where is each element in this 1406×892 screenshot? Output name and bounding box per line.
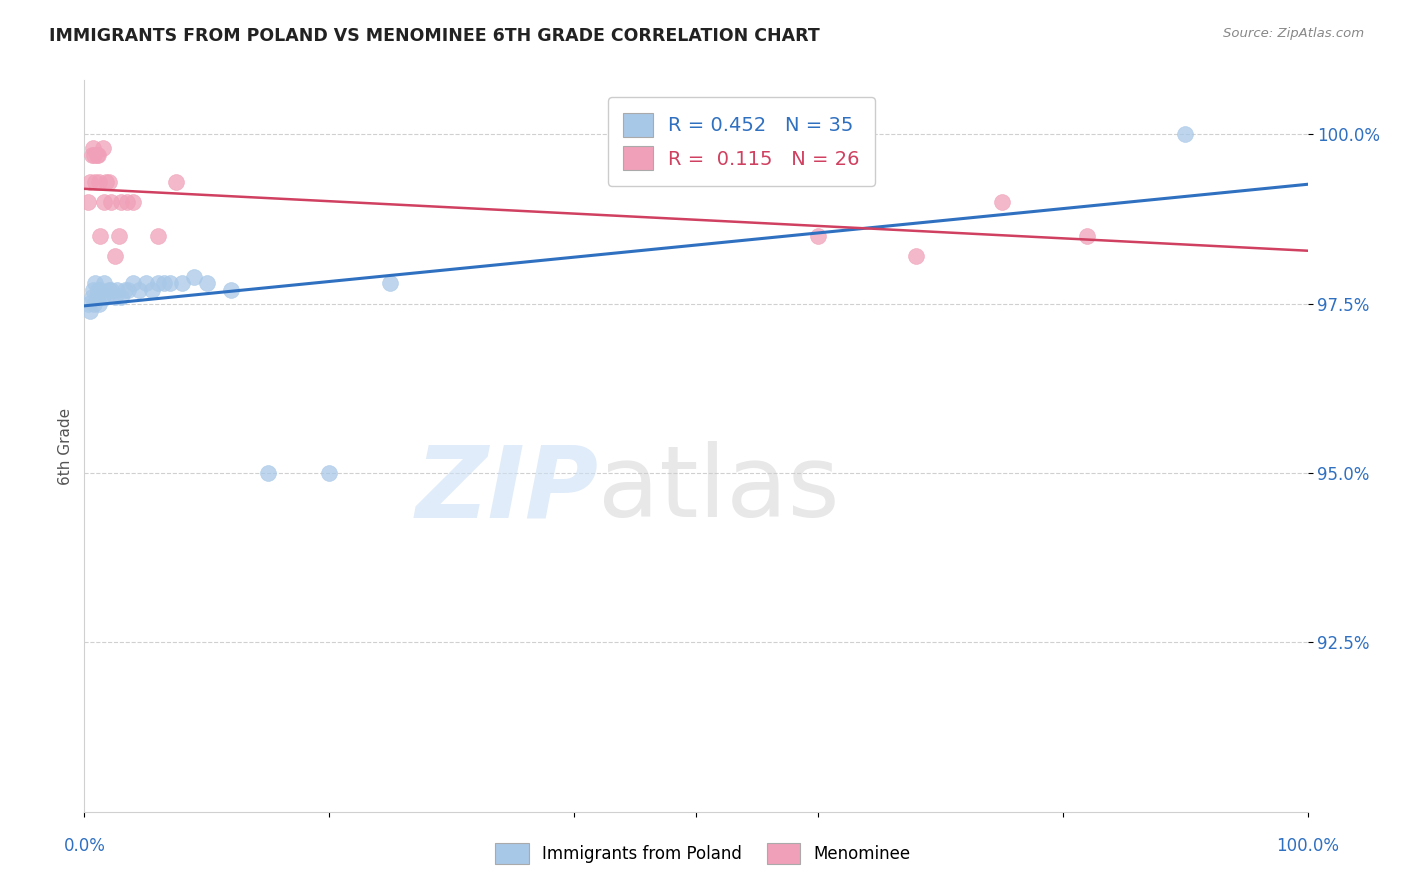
Point [100,195,122,210]
Point [110,195,132,210]
Text: IMMIGRANTS FROM POLAND VS MENOMINEE 6TH GRADE CORRELATION CHART: IMMIGRANTS FROM POLAND VS MENOMINEE 6TH … [49,27,820,45]
Point [165,175,187,189]
Point [318,466,340,480]
Point [991,195,1014,210]
Point [80,290,103,304]
Point [107,229,129,244]
Point [77,297,100,311]
Point [104,290,127,304]
Point [86,290,108,304]
Text: ZIP: ZIP [415,442,598,539]
Point [122,277,145,291]
Point [257,466,280,480]
Point [807,229,830,244]
Text: 100.0%: 100.0% [1277,837,1339,855]
Point [97,175,120,189]
Text: 0.0%: 0.0% [63,837,105,855]
Point [87,175,110,189]
Y-axis label: 6th Grade: 6th Grade [58,408,73,484]
Text: atlas: atlas [598,442,839,539]
Point [105,283,128,297]
Point [82,141,104,155]
Legend: Immigrants from Poland, Menominee: Immigrants from Poland, Menominee [489,837,917,871]
Point [93,195,115,210]
Point [114,283,136,297]
Point [89,229,111,244]
Point [97,283,120,297]
Point [905,249,928,263]
Point [219,283,242,297]
Point [84,175,107,189]
Point [122,195,145,210]
Point [80,148,103,162]
Point [89,283,111,297]
Point [159,277,181,291]
Point [117,283,139,297]
Point [87,283,110,297]
Point [195,277,218,291]
Point [172,277,194,291]
Point [380,277,402,291]
Point [87,148,110,162]
Point [87,297,110,311]
Point [146,229,169,244]
Point [1076,229,1098,244]
Point [96,175,118,189]
Point [93,277,115,291]
Point [77,195,100,210]
Point [83,148,105,162]
Point [115,195,138,210]
Point [84,277,107,291]
Point [91,290,114,304]
Point [79,303,101,318]
Point [100,283,122,297]
Legend: R = 0.452   N = 35, R =  0.115   N = 26: R = 0.452 N = 35, R = 0.115 N = 26 [607,97,875,186]
Point [91,141,114,155]
Point [146,277,169,291]
Point [79,175,101,189]
Point [82,283,104,297]
Point [86,148,108,162]
Point [96,290,118,304]
Point [135,277,157,291]
Point [141,283,163,297]
Point [153,277,176,291]
Point [104,249,127,263]
Point [1174,128,1197,142]
Point [83,297,105,311]
Text: Source: ZipAtlas.com: Source: ZipAtlas.com [1223,27,1364,40]
Point [183,269,205,284]
Point [110,290,132,304]
Point [128,283,150,297]
